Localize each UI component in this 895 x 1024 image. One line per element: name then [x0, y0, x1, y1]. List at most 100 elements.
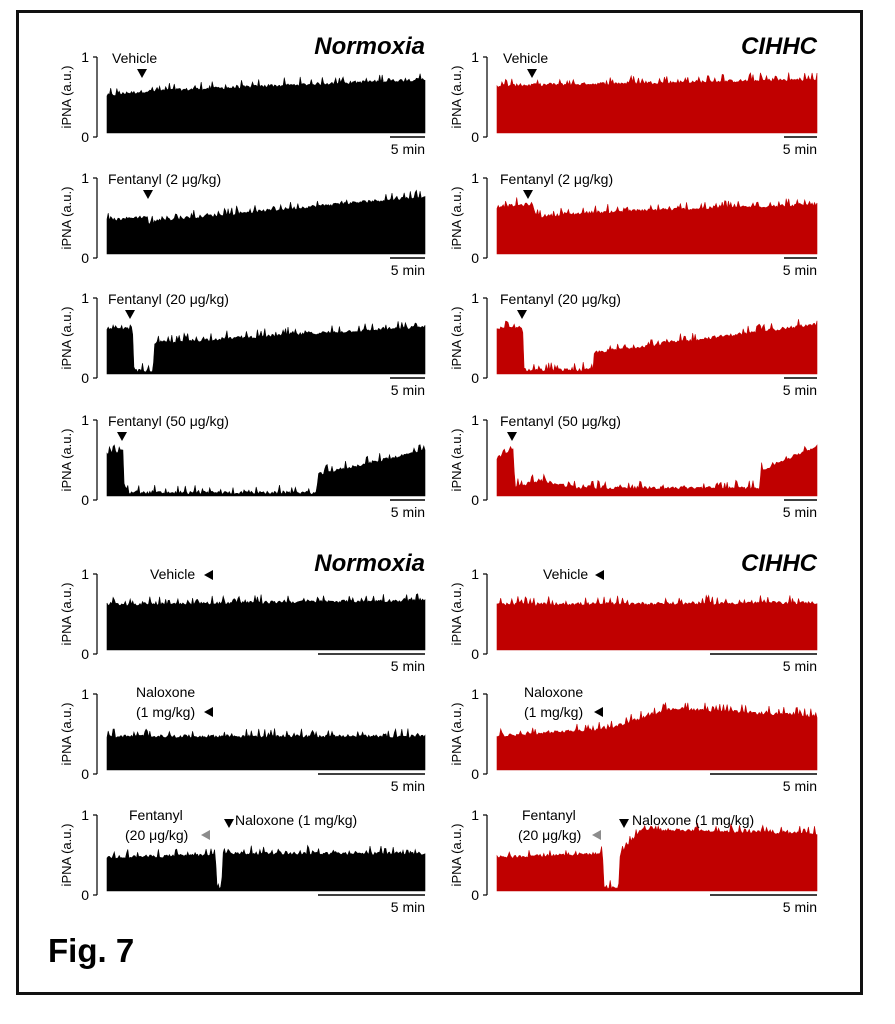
top-normoxia-fent50-trace	[106, 444, 426, 497]
top-normoxia-fent20-trace	[106, 321, 426, 375]
top-cihhc-vehicle-scalebar-label: 5 min	[783, 141, 817, 157]
top-normoxia-vehicle-ylabel: iPNA (a.u.)	[59, 66, 74, 129]
top-cihhc-fent2-ylabel: iPNA (a.u.)	[449, 187, 464, 250]
bottom-cihhc-naloxone-annotation-line-2: (1 mg/kg)	[524, 704, 583, 720]
top-cihhc-fent20-injection-arrow	[517, 310, 527, 319]
top-cihhc-fent50-injection-arrow	[507, 432, 517, 441]
top-cihhc-fent20-ytick-1-label: 1	[471, 290, 479, 306]
top-cihhc-fent50-ytick-0-label: 0	[471, 492, 479, 508]
bottom-cihhc-naloxone-annotation-line-1: Naloxone	[524, 684, 583, 700]
top-cihhc-vehicle-injection-arrow	[527, 69, 537, 78]
top-cihhc-vehicle-ytick-0-label: 0	[471, 129, 479, 145]
top-normoxia-fent50-scalebar-label: 5 min	[391, 504, 425, 520]
bottom-cihhc-fent-nal-scalebar-label: 5 min	[783, 899, 817, 915]
bottom-cihhc-fent-nal-annotation-naloxone: Naloxone (1 mg/kg)	[632, 812, 754, 828]
top-normoxia-fent20-annotation: Fentanyl (20 μg/kg)	[108, 291, 229, 307]
bottom-cihhc-naloxone-ytick-1-label: 1	[471, 686, 479, 702]
bottom-normoxia-fent-nal-annotation-line-2: (20 μg/kg)	[125, 827, 188, 843]
top-cihhc-fent50-scalebar-label: 5 min	[783, 504, 817, 520]
top-normoxia-vehicle-ytick-0-label: 0	[81, 129, 89, 145]
bottom-normoxia-fent-nal-ytick-0-label: 0	[81, 887, 89, 903]
bottom-normoxia-naloxone-scalebar-label: 5 min	[391, 778, 425, 794]
top-normoxia-fent2-ytick-0-label: 0	[81, 250, 89, 266]
bottom-normoxia-fent-nal-injection-arrow	[201, 830, 210, 840]
bottom-normoxia-vehicle-ytick-0-label: 0	[81, 646, 89, 662]
top-normoxia-vehicle-injection-arrow	[137, 69, 147, 78]
top-normoxia-vehicle-annotation: Vehicle	[112, 50, 157, 66]
bottom-normoxia-naloxone-annotation-line-1: Naloxone	[136, 684, 195, 700]
top-normoxia-fent20-injection-arrow	[125, 310, 135, 319]
bottom-normoxia-fent-nal-annotation-line-1: Fentanyl	[129, 807, 183, 823]
bottom-normoxia-naloxone-annotation-line-2: (1 mg/kg)	[136, 704, 195, 720]
top-cihhc-fent2-ytick-0-label: 0	[471, 250, 479, 266]
top-cihhc-vehicle-trace	[496, 72, 818, 134]
bottom-normoxia-vehicle-annotation: Vehicle	[150, 566, 195, 582]
bottom-normoxia-vehicle-ylabel: iPNA (a.u.)	[59, 583, 74, 646]
top-normoxia-fent50-annotation: Fentanyl (50 μg/kg)	[108, 413, 229, 429]
bottom-normoxia-naloxone-injection-arrow	[204, 707, 213, 717]
top-normoxia-fent20-ytick-1-label: 1	[81, 290, 89, 306]
bottom-cihhc-naloxone-ylabel: iPNA (a.u.)	[449, 703, 464, 766]
bottom-cihhc-vehicle-ylabel: iPNA (a.u.)	[449, 583, 464, 646]
bottom-normoxia-naloxone-trace	[106, 728, 426, 771]
bottom-cihhc-vehicle-trace	[496, 594, 818, 651]
top-normoxia-fent2-injection-arrow	[143, 190, 153, 199]
bottom-normoxia-vehicle-condition-title: Normoxia	[314, 550, 425, 577]
bottom-cihhc-vehicle-injection-arrow	[595, 570, 604, 580]
top-normoxia-fent50-injection-arrow	[117, 432, 127, 441]
top-normoxia-fent2-trace	[106, 189, 426, 255]
top-normoxia-fent20-ytick-0-label: 0	[81, 370, 89, 386]
top-cihhc-fent2-trace	[496, 197, 818, 255]
figure-label: Fig. 7	[48, 932, 135, 969]
bottom-normoxia-vehicle-scalebar-label: 5 min	[391, 658, 425, 674]
bottom-normoxia-fent-nal-naloxone-arrow	[224, 819, 234, 828]
bottom-normoxia-fent-nal-ylabel: iPNA (a.u.)	[59, 824, 74, 887]
top-cihhc-vehicle-annotation: Vehicle	[503, 50, 548, 66]
top-cihhc-fent20-ytick-0-label: 0	[471, 370, 479, 386]
bottom-cihhc-naloxone-scalebar-label: 5 min	[783, 778, 817, 794]
bottom-cihhc-vehicle-ytick-1-label: 1	[471, 566, 479, 582]
bottom-normoxia-naloxone-ytick-1-label: 1	[81, 686, 89, 702]
bottom-cihhc-fent-nal-naloxone-arrow	[619, 819, 629, 828]
bottom-normoxia-vehicle-ytick-1-label: 1	[81, 566, 89, 582]
figure-frame	[16, 10, 863, 995]
top-cihhc-vehicle-condition-title: CIHHC	[741, 33, 818, 60]
bottom-cihhc-vehicle-scalebar-label: 5 min	[783, 658, 817, 674]
bottom-normoxia-fent-nal-scalebar-label: 5 min	[391, 899, 425, 915]
top-cihhc-fent50-ylabel: iPNA (a.u.)	[449, 429, 464, 492]
bottom-cihhc-fent-nal-annotation-line-1: Fentanyl	[522, 807, 576, 823]
bottom-normoxia-fent-nal-trace	[106, 844, 426, 892]
top-cihhc-vehicle-ytick-1-label: 1	[471, 49, 479, 65]
bottom-cihhc-vehicle-ytick-0-label: 0	[471, 646, 479, 662]
top-cihhc-fent2-ytick-1-label: 1	[471, 170, 479, 186]
top-cihhc-fent50-trace	[496, 444, 818, 497]
bottom-cihhc-naloxone-trace	[496, 701, 818, 771]
top-cihhc-fent50-annotation: Fentanyl (50 μg/kg)	[500, 413, 621, 429]
top-normoxia-fent2-scalebar-label: 5 min	[391, 262, 425, 278]
bottom-cihhc-fent-nal-ytick-0-label: 0	[471, 887, 479, 903]
top-normoxia-fent50-ytick-1-label: 1	[81, 412, 89, 428]
bottom-cihhc-fent-nal-injection-arrow	[592, 830, 601, 840]
bottom-cihhc-naloxone-ytick-0-label: 0	[471, 766, 479, 782]
top-normoxia-fent20-ylabel: iPNA (a.u.)	[59, 307, 74, 370]
top-normoxia-vehicle-trace	[106, 73, 426, 134]
top-cihhc-fent2-annotation: Fentanyl (2 μg/kg)	[500, 171, 613, 187]
top-cihhc-fent50-ytick-1-label: 1	[471, 412, 479, 428]
bottom-cihhc-fent-nal-annotation-line-2: (20 μg/kg)	[518, 827, 581, 843]
bottom-normoxia-vehicle-injection-arrow	[204, 570, 213, 580]
bottom-normoxia-naloxone-ylabel: iPNA (a.u.)	[59, 703, 74, 766]
top-normoxia-vehicle-ytick-1-label: 1	[81, 49, 89, 65]
top-normoxia-fent20-scalebar-label: 5 min	[391, 382, 425, 398]
bottom-cihhc-naloxone-injection-arrow	[594, 707, 603, 717]
top-normoxia-fent2-ytick-1-label: 1	[81, 170, 89, 186]
bottom-cihhc-fent-nal-trace	[496, 823, 818, 892]
top-normoxia-fent50-ytick-0-label: 0	[81, 492, 89, 508]
bottom-cihhc-vehicle-condition-title: CIHHC	[741, 550, 818, 577]
top-normoxia-fent50-ylabel: iPNA (a.u.)	[59, 429, 74, 492]
top-normoxia-vehicle-scalebar-label: 5 min	[391, 141, 425, 157]
bottom-cihhc-fent-nal-ytick-1-label: 1	[471, 807, 479, 823]
bottom-normoxia-vehicle-trace	[106, 593, 426, 651]
top-cihhc-vehicle-ylabel: iPNA (a.u.)	[449, 66, 464, 129]
top-cihhc-fent2-scalebar-label: 5 min	[783, 262, 817, 278]
